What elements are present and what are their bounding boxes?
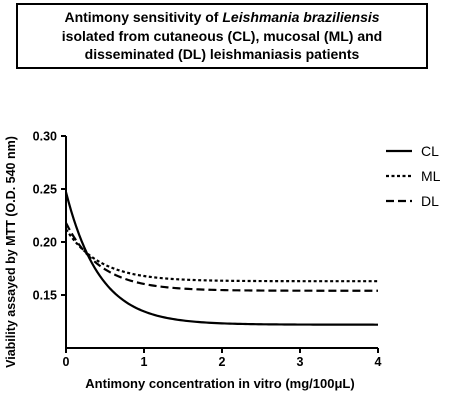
- chart-title-line-1-text: Antimony sensitivity of: [64, 9, 223, 25]
- x-axis-label: Antimony concentration in vitro (mg/100μ…: [85, 376, 354, 391]
- x-tick-label: 3: [297, 355, 304, 369]
- y-tick-label: 0.20: [33, 236, 57, 250]
- x-tick-label: 2: [219, 355, 226, 369]
- legend-label-dl: DL: [421, 193, 439, 209]
- x-tick-label: 1: [141, 355, 148, 369]
- chart-title: Antimony sensitivity of Leishmania brazi…: [16, 3, 428, 69]
- y-tick-label: 0.25: [33, 183, 57, 197]
- chart-title-line-3: disseminated (DL) leishmaniasis patients: [84, 46, 360, 62]
- legend-label-cl: CL: [421, 143, 439, 159]
- series-line-cl: [64, 191, 378, 326]
- series-line-dl: [65, 222, 378, 292]
- x-tick-label: 4: [375, 355, 382, 369]
- y-tick-label: 0.30: [33, 130, 57, 144]
- chart-title-line-1: Antimony sensitivity of Leishmania brazi…: [18, 8, 426, 27]
- y-axis-label: Viability assayed by MTT (O.D. 540 nm): [4, 136, 18, 368]
- legend-label-ml: ML: [421, 168, 441, 184]
- x-tick-label: 0: [63, 355, 70, 369]
- chart-title-line-2: isolated from cutaneous (CL), mucosal (M…: [61, 27, 383, 44]
- chart-title-species: Leishmania braziliensis: [222, 9, 380, 25]
- y-tick-label: 0.15: [33, 289, 57, 303]
- series-line-ml: [65, 228, 378, 283]
